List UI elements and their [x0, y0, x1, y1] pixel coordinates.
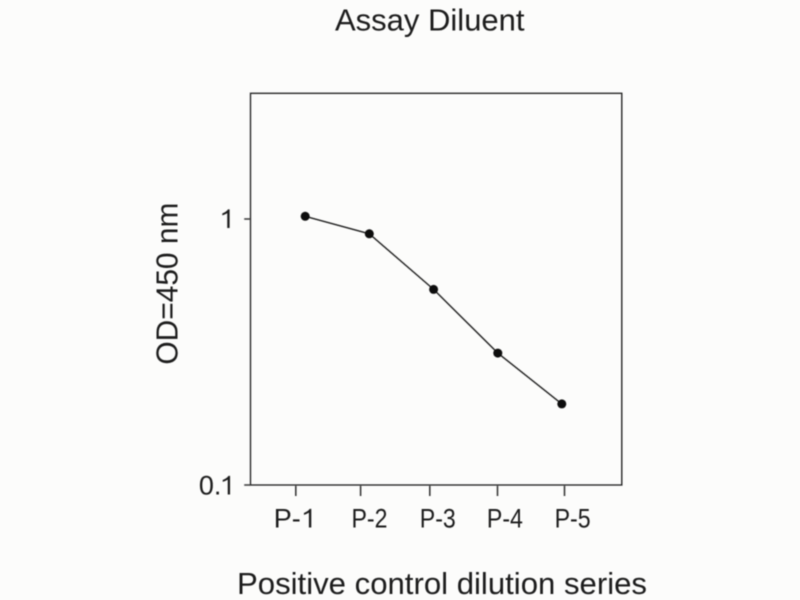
- svg-text:0.: 0.: [199, 471, 222, 501]
- svg-text:OD=450 nm: OD=450 nm: [149, 203, 184, 365]
- svg-text:P-3: P-3: [420, 504, 456, 534]
- svg-text:P-2: P-2: [352, 504, 388, 534]
- svg-text:P-4: P-4: [487, 504, 523, 534]
- svg-text:P-: P-: [274, 504, 301, 534]
- svg-text:Assay Diluent: Assay Diluent: [335, 2, 525, 37]
- svg-text:Positive control dilution seri: Positive control dilution series: [237, 566, 647, 600]
- svg-text:P-5: P-5: [555, 504, 591, 534]
